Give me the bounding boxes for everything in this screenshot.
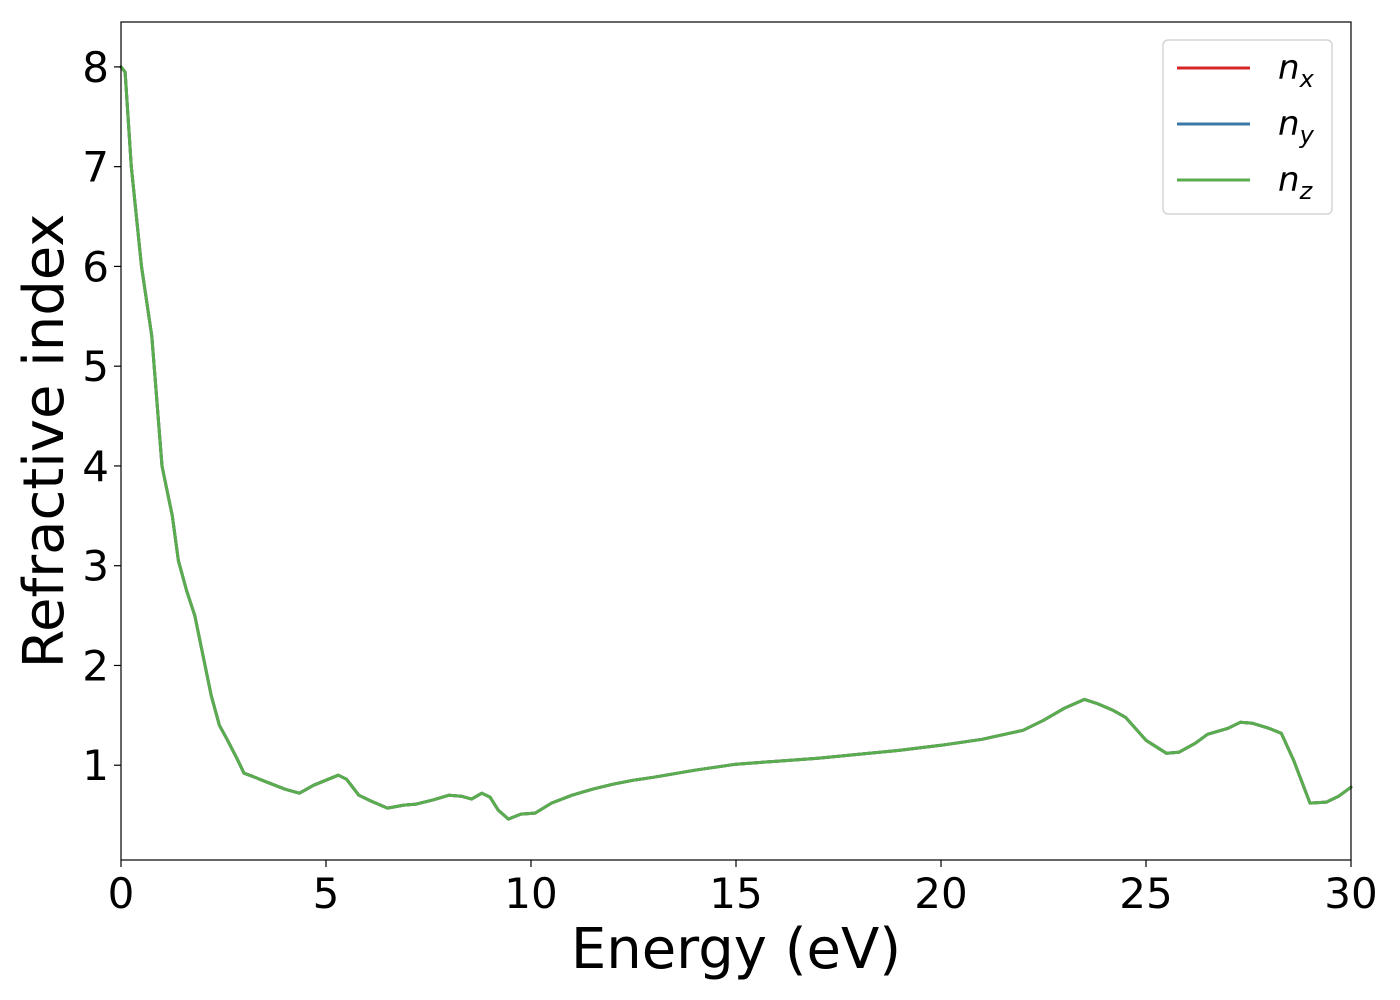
- series-layer: [119, 65, 1353, 821]
- x-axis-label: Energy (eV): [571, 917, 901, 982]
- y-tick-label: 3: [82, 542, 109, 591]
- y-tick-label: 4: [82, 442, 109, 491]
- x-tick-label: 0: [108, 869, 135, 918]
- x-tick-label: 15: [709, 869, 762, 918]
- y-axis-label: Refractive index: [12, 214, 77, 669]
- series-line-nz: [119, 65, 1353, 821]
- legend-label-ny: ny: [1278, 104, 1315, 149]
- y-tick-label: 8: [82, 43, 109, 92]
- legend-label-nx: nx: [1278, 48, 1315, 93]
- x-tick-label: 30: [1324, 869, 1377, 918]
- y-tick-label: 2: [82, 641, 109, 690]
- x-tick-label: 20: [914, 869, 967, 918]
- legend-frame: [1162, 39, 1333, 215]
- x-tick-label: 10: [504, 869, 557, 918]
- y-tick-label: 5: [82, 342, 109, 391]
- x-tick-label: 25: [1119, 869, 1172, 918]
- y-tick-label: 6: [82, 242, 109, 291]
- x-tick-label: 5: [313, 869, 340, 918]
- y-tick-label: 7: [82, 143, 109, 192]
- y-tick-label: 1: [82, 741, 109, 790]
- tick-layer: 0 5 10 15 20 25 30 1 2 3 4 5 6 7 8: [82, 43, 1377, 918]
